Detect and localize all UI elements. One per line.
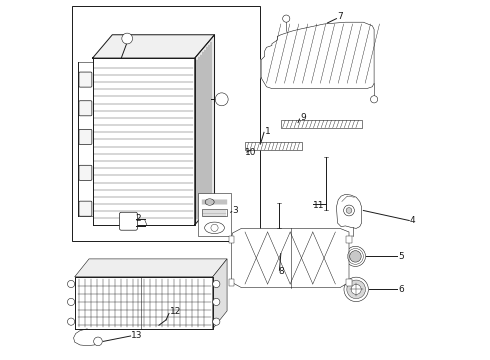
Bar [202, 209, 227, 216]
Text: 1: 1 [265, 127, 270, 136]
FancyBboxPatch shape [120, 212, 137, 230]
Text: 6: 6 [398, 285, 404, 294]
Bar [72, 6, 260, 241]
Bar [228, 279, 234, 286]
Bar [346, 279, 352, 286]
Circle shape [370, 96, 378, 103]
Circle shape [68, 280, 74, 288]
Polygon shape [74, 277, 213, 329]
Text: 4: 4 [410, 216, 416, 225]
Text: 11: 11 [313, 201, 325, 210]
Text: 8: 8 [278, 267, 284, 276]
Circle shape [344, 277, 368, 302]
Text: 9: 9 [300, 113, 306, 122]
Bar [228, 235, 234, 243]
FancyBboxPatch shape [79, 101, 92, 116]
Circle shape [122, 33, 133, 44]
Circle shape [347, 280, 366, 299]
Circle shape [211, 224, 218, 231]
Circle shape [215, 93, 228, 106]
Polygon shape [337, 194, 362, 228]
Circle shape [213, 318, 220, 325]
Polygon shape [93, 35, 215, 58]
Circle shape [350, 251, 361, 262]
FancyBboxPatch shape [79, 201, 92, 216]
Circle shape [351, 284, 361, 294]
Bar [245, 142, 302, 150]
Circle shape [213, 280, 220, 288]
Circle shape [346, 208, 352, 213]
Polygon shape [93, 58, 195, 225]
Circle shape [68, 298, 74, 306]
FancyBboxPatch shape [79, 165, 92, 180]
Circle shape [283, 15, 290, 22]
Text: 7: 7 [338, 12, 343, 21]
Polygon shape [74, 259, 227, 277]
Text: 5: 5 [398, 252, 404, 261]
Polygon shape [195, 35, 215, 225]
Circle shape [68, 318, 74, 325]
Polygon shape [231, 228, 349, 288]
Bar [346, 235, 352, 243]
Circle shape [94, 337, 102, 346]
Text: 3: 3 [232, 206, 238, 215]
Text: 13: 13 [131, 332, 143, 341]
Circle shape [213, 298, 220, 306]
Bar [281, 120, 362, 128]
FancyBboxPatch shape [79, 130, 92, 144]
Ellipse shape [205, 222, 224, 234]
Ellipse shape [205, 199, 214, 205]
Text: 10: 10 [245, 148, 256, 157]
Circle shape [343, 205, 354, 216]
Text: 12: 12 [170, 307, 181, 316]
Polygon shape [261, 22, 374, 89]
FancyBboxPatch shape [79, 72, 92, 87]
Text: 2: 2 [136, 214, 141, 223]
Bar [198, 193, 231, 235]
Polygon shape [213, 259, 227, 329]
Circle shape [345, 246, 366, 266]
